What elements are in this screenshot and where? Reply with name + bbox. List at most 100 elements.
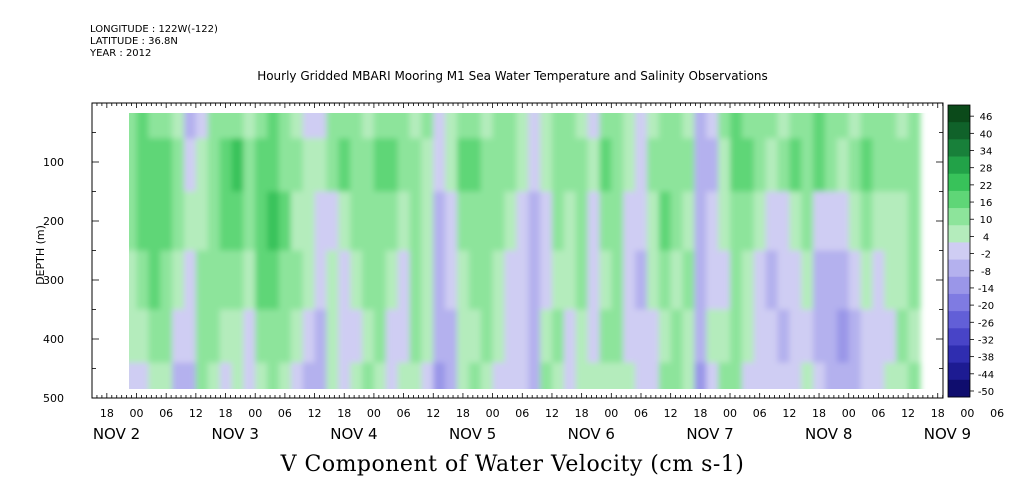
heatmap-cell <box>801 362 814 389</box>
heatmap-cell <box>884 113 897 139</box>
heatmap-cell <box>670 309 684 364</box>
heatmap-cell <box>824 309 838 364</box>
heatmap-cell <box>540 191 553 252</box>
heatmap-cell <box>824 250 838 311</box>
heatmap-cell <box>338 250 351 311</box>
heatmap-cell <box>445 191 458 252</box>
heatmap-cell <box>694 113 708 139</box>
heatmap-cell <box>872 250 886 311</box>
heatmap-cell <box>468 250 482 311</box>
heatmap-cell <box>385 138 399 193</box>
heatmap-cell <box>801 113 814 139</box>
heatmap-cell <box>540 113 553 139</box>
heatmap-cell <box>884 138 897 193</box>
heatmap-cell <box>326 138 340 193</box>
heatmap-cell <box>136 113 150 139</box>
heatmap-cell <box>195 138 209 193</box>
heatmap-cell <box>599 138 613 193</box>
heatmap-cell <box>694 191 708 252</box>
heatmap-cell <box>789 191 803 252</box>
heatmap-cell <box>646 138 660 193</box>
x-axis-label: V Component of Water Velocity (cm s-1) <box>280 452 745 477</box>
x-hour-label: 12 <box>901 407 915 420</box>
heatmap-cell <box>730 191 743 252</box>
colorbar-swatch <box>948 293 970 312</box>
x-hour-label: 12 <box>545 407 559 420</box>
heatmap-cell <box>183 309 197 364</box>
heatmap-cell <box>326 250 340 311</box>
heatmap-cell <box>314 138 328 193</box>
colorbar-label: 16 <box>980 198 993 209</box>
heatmap-cell <box>160 250 173 311</box>
heatmap-cell <box>278 250 292 311</box>
heatmap-cell <box>183 113 197 139</box>
heatmap-cell <box>136 138 150 193</box>
x-hour-label: 18 <box>219 407 233 420</box>
heatmap-cell <box>563 362 577 389</box>
heatmap-cell <box>670 250 684 311</box>
heatmap-cell <box>777 113 791 139</box>
heatmap-cell <box>658 250 672 311</box>
heatmap-cell <box>290 309 304 364</box>
heatmap-cell <box>884 309 897 364</box>
heatmap-cell <box>528 250 541 311</box>
x-hour-label: 00 <box>960 407 974 420</box>
heatmap-cell <box>255 309 268 364</box>
x-hour-label: 18 <box>575 407 589 420</box>
heatmap-cell <box>694 250 708 311</box>
heatmap-cell <box>397 113 411 139</box>
heatmap-cell <box>160 113 173 139</box>
x-hour-label: 00 <box>367 407 381 420</box>
heatmap-cell <box>362 250 375 311</box>
heatmap-cell <box>433 362 446 389</box>
heatmap-cell <box>207 309 221 364</box>
heatmap-cell <box>646 362 660 389</box>
heatmap-cell <box>504 191 518 252</box>
heatmap-cell <box>587 309 601 364</box>
heatmap-cell <box>741 250 755 311</box>
heatmap-cell <box>718 191 731 252</box>
heatmap-cell <box>326 309 340 364</box>
colorbar: 46 40 34 28 22 16 10 4 -2 -8 -14 -20 -26 -32 -38 -44 -50 <box>947 104 994 398</box>
heatmap-cell <box>824 362 838 389</box>
heatmap-cell <box>421 309 435 364</box>
x-hour-label: 06 <box>871 407 885 420</box>
heatmap-cell <box>528 362 541 389</box>
heatmap-cell <box>860 309 874 364</box>
heatmap-cell <box>516 138 530 193</box>
heatmap-cell <box>848 191 862 252</box>
heatmap-cell <box>765 138 779 193</box>
x-day-label: NOV 8 <box>805 425 852 443</box>
heatmap-cell <box>243 138 257 193</box>
heatmap-cell <box>575 138 589 193</box>
heatmap-cell <box>243 191 257 252</box>
heatmap-cell <box>777 191 791 252</box>
heatmap-cell <box>445 362 458 389</box>
heatmap-cell <box>492 113 506 139</box>
heatmap-cell <box>635 113 648 139</box>
y-tick-label: 300 <box>43 274 64 287</box>
heatmap-cell <box>848 138 862 193</box>
heatmap-cell <box>468 113 482 139</box>
heatmap-cell <box>457 250 470 311</box>
heatmap-cell <box>801 138 814 193</box>
colorbar-swatch <box>948 276 970 295</box>
heatmap-cell <box>896 362 909 389</box>
heatmap-cell <box>789 309 803 364</box>
heatmap-cell <box>658 138 672 193</box>
heatmap-cell <box>385 362 399 389</box>
x-hour-label: 06 <box>515 407 529 420</box>
colorbar-label: 40 <box>980 129 993 140</box>
x-hour-label: 06 <box>753 407 767 420</box>
heatmap-cell <box>670 362 684 389</box>
colorbar-swatch <box>948 208 970 226</box>
x-hour-label: 06 <box>634 407 648 420</box>
heatmap-cell <box>860 113 874 139</box>
colorbar-swatch <box>948 139 970 157</box>
heatmap-cell <box>207 138 221 193</box>
x-hour-label: 00 <box>604 407 618 420</box>
heatmap-cell <box>397 309 411 364</box>
heatmap-cell <box>445 138 458 193</box>
heatmap-cell <box>409 138 423 193</box>
